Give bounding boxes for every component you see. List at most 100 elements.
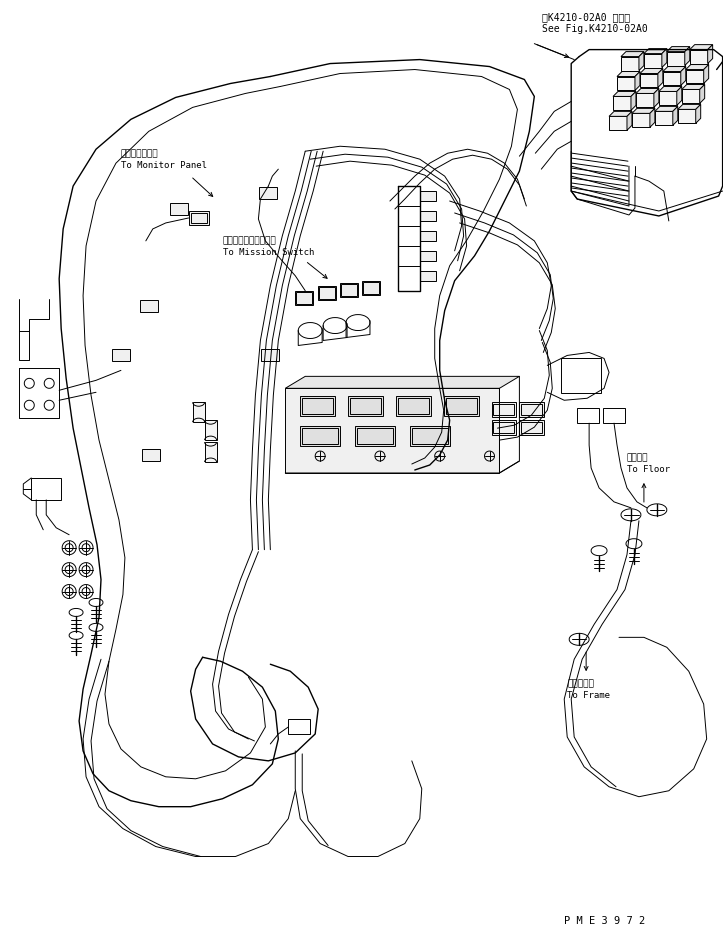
Text: モニタパネルへ: モニタパネルへ bbox=[121, 149, 159, 158]
Bar bbox=[302, 428, 338, 444]
Bar bbox=[636, 93, 654, 107]
Bar bbox=[613, 96, 631, 110]
Text: ミッションスイッチへ: ミッションスイッチへ bbox=[222, 236, 277, 245]
Bar bbox=[285, 389, 500, 473]
Bar bbox=[617, 77, 635, 91]
Bar bbox=[193, 403, 205, 422]
Text: To Mission Switch: To Mission Switch bbox=[222, 248, 314, 257]
Text: To Monitor Panel: To Monitor Panel bbox=[121, 162, 207, 170]
Bar bbox=[31, 478, 61, 500]
Bar bbox=[655, 111, 673, 125]
Bar bbox=[521, 404, 542, 416]
Bar bbox=[492, 403, 516, 417]
Bar bbox=[169, 203, 188, 215]
Bar bbox=[609, 117, 627, 131]
Polygon shape bbox=[667, 47, 690, 51]
Bar bbox=[444, 396, 479, 417]
Bar bbox=[189, 211, 209, 225]
Bar bbox=[446, 398, 476, 414]
Polygon shape bbox=[639, 51, 644, 71]
Bar bbox=[644, 53, 662, 67]
Polygon shape bbox=[686, 64, 709, 69]
Bar bbox=[340, 283, 358, 297]
Polygon shape bbox=[677, 87, 682, 106]
Polygon shape bbox=[613, 92, 636, 96]
Polygon shape bbox=[627, 111, 632, 131]
Text: P M E 3 9 7 2: P M E 3 9 7 2 bbox=[564, 916, 646, 927]
Polygon shape bbox=[685, 47, 690, 65]
Bar bbox=[295, 290, 313, 304]
Bar bbox=[319, 287, 335, 299]
Bar bbox=[288, 719, 310, 734]
Polygon shape bbox=[655, 106, 678, 111]
Polygon shape bbox=[617, 72, 640, 77]
Polygon shape bbox=[663, 66, 686, 72]
Bar bbox=[205, 442, 216, 462]
Bar bbox=[521, 422, 542, 433]
Polygon shape bbox=[707, 45, 712, 64]
Polygon shape bbox=[609, 111, 632, 117]
Bar bbox=[561, 359, 601, 393]
Bar bbox=[142, 449, 160, 461]
Bar bbox=[300, 426, 340, 446]
Polygon shape bbox=[640, 68, 663, 74]
Polygon shape bbox=[650, 108, 655, 127]
Polygon shape bbox=[704, 64, 709, 83]
Bar bbox=[420, 211, 436, 221]
Bar bbox=[300, 396, 335, 417]
Bar bbox=[690, 50, 707, 64]
Text: フロアへ: フロアへ bbox=[627, 453, 649, 462]
Bar bbox=[632, 113, 650, 127]
Bar bbox=[420, 251, 436, 261]
Bar bbox=[577, 408, 599, 423]
Bar bbox=[362, 281, 380, 294]
Polygon shape bbox=[662, 49, 667, 67]
Bar bbox=[678, 109, 696, 123]
Polygon shape bbox=[678, 105, 701, 109]
Text: See Fig.K4210-02A0: See Fig.K4210-02A0 bbox=[542, 23, 648, 34]
Bar bbox=[190, 213, 206, 223]
Bar bbox=[492, 420, 516, 435]
Polygon shape bbox=[658, 68, 663, 88]
Polygon shape bbox=[285, 376, 519, 389]
Bar bbox=[398, 398, 429, 414]
Polygon shape bbox=[696, 105, 701, 123]
Polygon shape bbox=[631, 92, 636, 110]
Bar bbox=[519, 403, 544, 417]
Polygon shape bbox=[673, 106, 678, 125]
Polygon shape bbox=[635, 72, 640, 91]
Bar bbox=[396, 396, 431, 417]
Text: フレームへ: フレームへ bbox=[567, 679, 594, 688]
Bar bbox=[412, 428, 447, 444]
Bar bbox=[259, 187, 277, 199]
Bar bbox=[296, 291, 312, 304]
Bar bbox=[350, 398, 381, 414]
Polygon shape bbox=[682, 84, 704, 90]
Bar bbox=[341, 284, 357, 296]
Bar bbox=[663, 72, 681, 86]
Bar bbox=[261, 349, 279, 361]
Bar bbox=[410, 426, 450, 446]
Polygon shape bbox=[636, 89, 659, 93]
Bar bbox=[357, 428, 393, 444]
Bar bbox=[205, 420, 216, 440]
Polygon shape bbox=[699, 84, 704, 104]
Polygon shape bbox=[654, 89, 659, 107]
Bar bbox=[519, 420, 544, 435]
Bar bbox=[420, 231, 436, 241]
Bar bbox=[318, 286, 336, 300]
Polygon shape bbox=[632, 108, 655, 113]
Bar bbox=[420, 271, 436, 281]
Bar bbox=[621, 57, 639, 71]
Bar bbox=[420, 191, 436, 201]
Bar bbox=[302, 398, 333, 414]
Polygon shape bbox=[681, 66, 686, 86]
Bar bbox=[363, 282, 379, 293]
Bar bbox=[682, 90, 699, 104]
Bar bbox=[140, 300, 158, 312]
Text: 第K4210-02A0 図参照: 第K4210-02A0 図参照 bbox=[542, 12, 631, 21]
Polygon shape bbox=[659, 87, 682, 92]
Bar bbox=[640, 74, 658, 88]
Bar bbox=[355, 426, 395, 446]
Bar bbox=[494, 422, 515, 433]
